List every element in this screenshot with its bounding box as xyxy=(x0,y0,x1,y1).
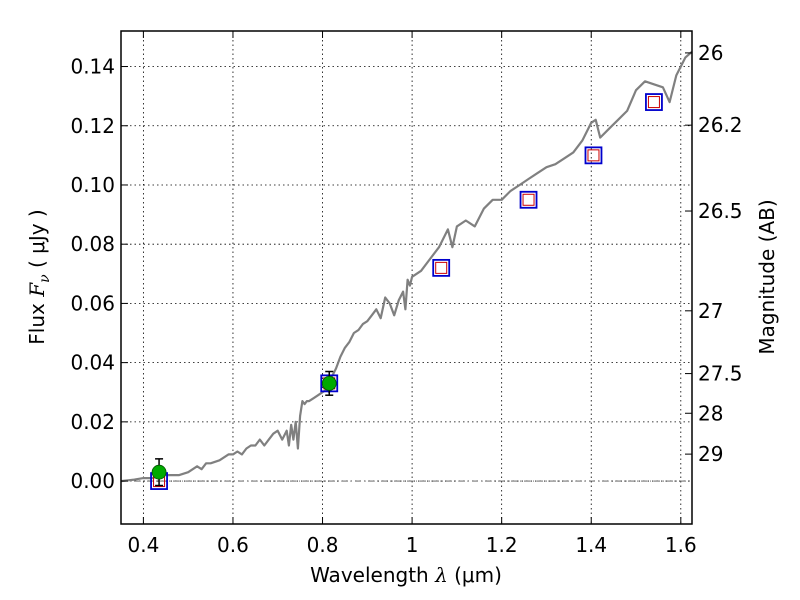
x-tick-label: 1 xyxy=(406,533,419,557)
x-label-prefix: Wavelength xyxy=(310,563,435,587)
y2-axis-label: Magnitude (AB) xyxy=(755,199,779,354)
y-label-unit: ( μJy ) xyxy=(25,209,49,274)
x-tick-label: 0.6 xyxy=(217,533,249,557)
x-label-symbol: λ xyxy=(434,563,448,587)
y-tick-label: 0.10 xyxy=(70,173,115,197)
y2-axis-ticks: 26 26.2 26.5 27 27.5 28 29 xyxy=(685,41,743,466)
x-axis-label: Wavelength λ (μm) xyxy=(310,563,502,587)
y2-tick-label: 26 xyxy=(698,41,723,65)
y-tick-label: 0.02 xyxy=(70,410,115,434)
y-tick-label: 0.00 xyxy=(70,469,115,493)
series-layer xyxy=(120,50,693,490)
photometry-square-inner xyxy=(522,193,535,206)
y-label-prefix: Flux xyxy=(25,297,49,345)
y-label-subscript: ν xyxy=(37,274,53,283)
x-tick-label: 1.6 xyxy=(665,533,697,557)
photometry-square-outer xyxy=(519,190,538,209)
y-axis-ticks: 0.00 0.02 0.04 0.06 0.08 0.10 0.12 0.14 xyxy=(70,55,128,493)
x-tick-label: 1.4 xyxy=(575,533,607,557)
y2-tick-label: 27.5 xyxy=(698,362,743,386)
y2-tick-label: 27 xyxy=(698,299,723,323)
photometry-square-outer xyxy=(645,93,663,111)
photometry-square-inner xyxy=(587,149,600,162)
grid-lines xyxy=(121,31,692,524)
y-tick-label: 0.06 xyxy=(70,291,115,315)
y-axis-label: Flux Fν ( μJy ) xyxy=(25,209,53,344)
photometry-square-inner xyxy=(435,261,448,274)
y-tick-label: 0.04 xyxy=(70,351,115,375)
x-tick-label: 0.8 xyxy=(307,533,339,557)
photometry-square-inner xyxy=(647,96,660,109)
spectrum-line xyxy=(120,50,693,483)
x-axis-ticks: 0.4 0.6 0.8 1 1.2 1.4 1.6 xyxy=(127,31,697,557)
x-tick-label: 1.2 xyxy=(486,533,518,557)
y2-tick-label: 28 xyxy=(698,401,723,425)
y-label-symbol: F xyxy=(25,282,49,298)
detection-point xyxy=(151,464,167,480)
y2-tick-label: 26.2 xyxy=(698,113,743,137)
y2-tick-label: 29 xyxy=(698,442,723,466)
y-tick-label: 0.14 xyxy=(70,55,115,79)
photometry-square-outer xyxy=(584,146,603,165)
x-tick-label: 0.4 xyxy=(127,533,159,557)
plot-frame xyxy=(120,30,693,525)
y-tick-label: 0.12 xyxy=(70,114,115,138)
photometry-square-outer xyxy=(432,258,451,277)
detection-point xyxy=(321,375,337,391)
y-tick-label: 0.08 xyxy=(70,232,115,256)
y2-tick-label: 26.5 xyxy=(698,199,743,223)
x-label-unit: (μm) xyxy=(448,563,502,587)
